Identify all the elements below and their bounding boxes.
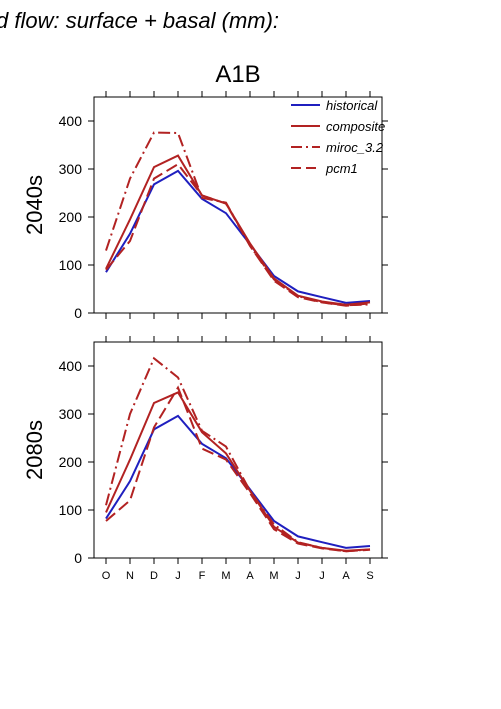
panel-2: 0 100 200 300 400 O N D J F M A M J J A S 2080s [22,336,388,582]
x-tick-label: A [246,570,254,582]
x-tick-label: A [342,570,350,582]
x-tick-label: S [366,570,373,582]
x-tick-label: M [269,570,278,582]
x-tick-label: M [221,570,230,582]
y-tick-label: 100 [59,257,83,273]
x-tick-label: N [126,570,134,582]
y-tick-label: 300 [59,406,83,422]
x-tick-label: J [295,570,301,582]
legend: historical composite miroc_3.2 pcm1 [291,98,385,176]
figure-header: d flow: surface + basal (mm): [0,8,279,33]
y-axis-label: 2080s [22,420,47,480]
y-tick-label: 400 [59,113,83,129]
y-tick-label: 300 [59,161,83,177]
y-tick-label: 0 [74,305,82,321]
legend-label: miroc_3.2 [326,140,384,155]
y-axis-label: 2040s [22,175,47,235]
x-tick-label: D [150,570,158,582]
series-line-composite [105,391,371,552]
y-tick-label: 0 [74,550,82,566]
series-line-pcm1 [105,162,371,307]
plot-frame [93,96,383,314]
series-line-historical [105,169,371,304]
scenario-title: A1B [215,61,260,88]
plot-frame [93,341,383,559]
x-tick-label: J [175,570,181,582]
x-tick-label: F [199,570,206,582]
series-line-miroc-3-2 [105,356,371,553]
legend-label: pcm1 [325,161,358,176]
x-tick-label: O [102,570,111,582]
y-tick-label: 100 [59,502,83,518]
y-tick-label: 400 [59,358,83,374]
series-line-miroc-3-2 [105,131,371,307]
legend-label: composite [326,119,385,134]
series-line-pcm1 [105,385,371,553]
y-tick-label: 200 [59,454,83,470]
panels: 0 100 200 300 400 2040s historical composite mir… [22,91,388,582]
series-line-historical [105,414,371,549]
x-tick-label: J [319,570,325,582]
panel-1: 0 100 200 300 400 2040s historical composite mir… [22,91,388,321]
y-tick-label: 200 [59,209,83,225]
legend-label: historical [326,98,378,113]
